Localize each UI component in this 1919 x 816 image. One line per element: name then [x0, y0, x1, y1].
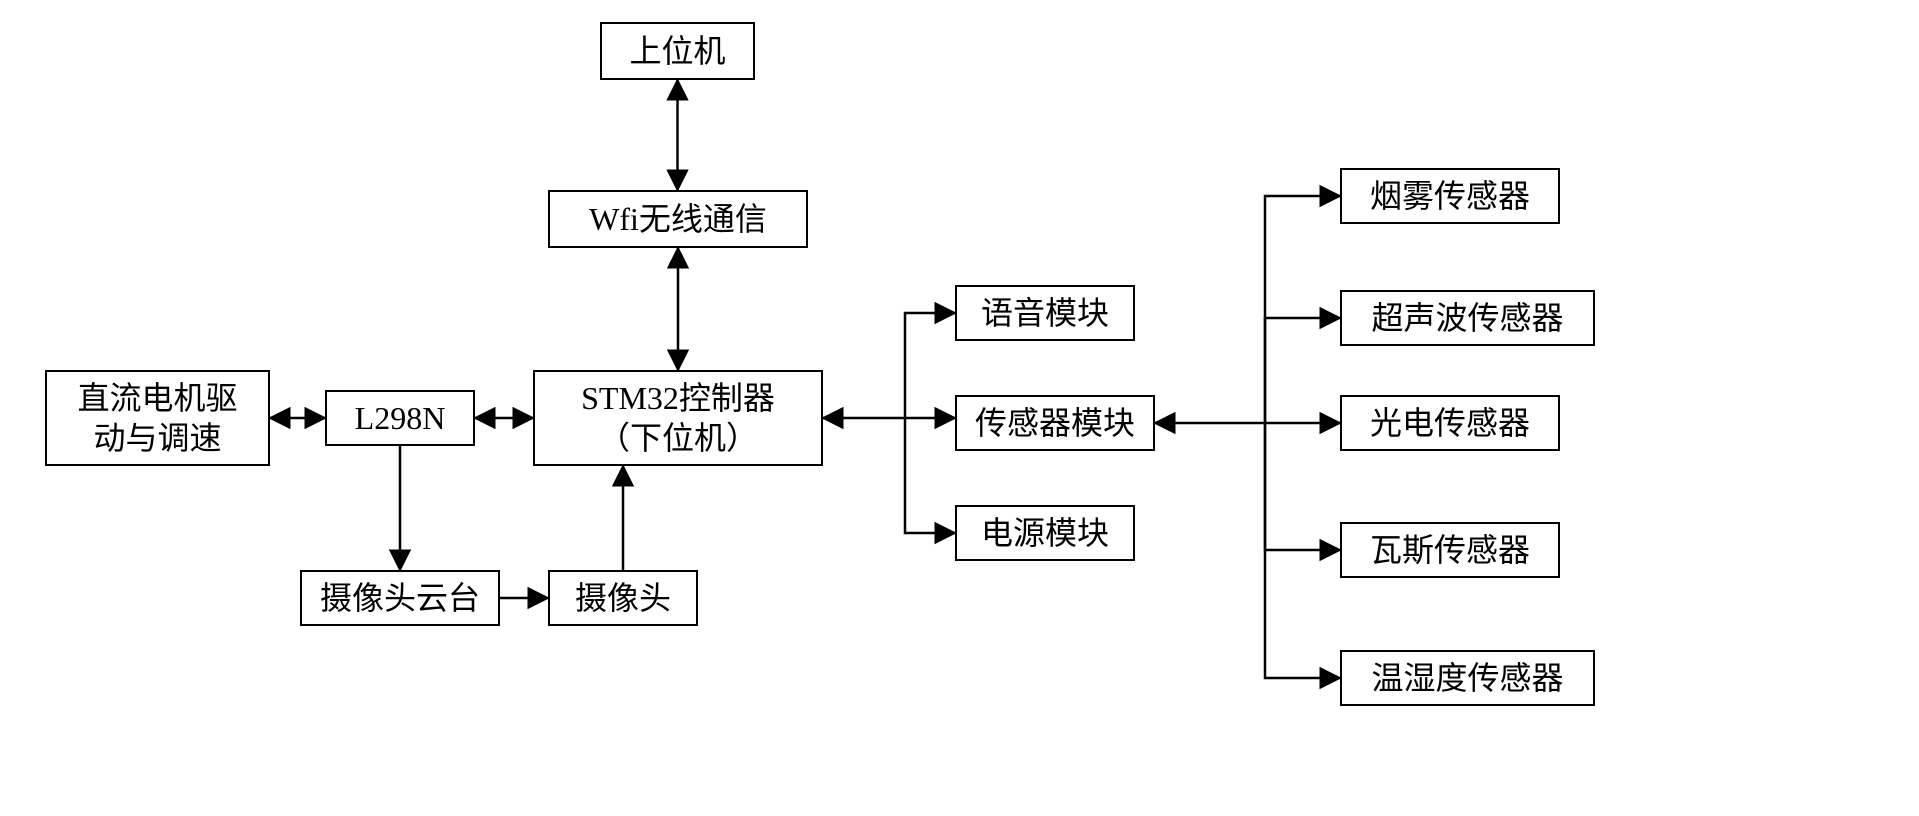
node-power: 电源模块: [955, 505, 1135, 561]
node-ultra: 超声波传感器: [1340, 290, 1595, 346]
node-l298n: L298N: [325, 390, 475, 446]
node-gimbal: 摄像头云台: [300, 570, 500, 626]
node-photo: 光电传感器: [1340, 395, 1560, 451]
node-wifi: Wfi无线通信: [548, 190, 808, 248]
node-smoke: 烟雾传感器: [1340, 168, 1560, 224]
node-gas: 瓦斯传感器: [1340, 522, 1560, 578]
node-temphum: 温湿度传感器: [1340, 650, 1595, 706]
node-sensorMod: 传感器模块: [955, 395, 1155, 451]
node-camera: 摄像头: [548, 570, 698, 626]
node-host: 上位机: [600, 22, 755, 80]
node-voice: 语音模块: [955, 285, 1135, 341]
node-motor: 直流电机驱 动与调速: [45, 370, 270, 466]
node-stm32: STM32控制器 （下位机）: [533, 370, 823, 466]
